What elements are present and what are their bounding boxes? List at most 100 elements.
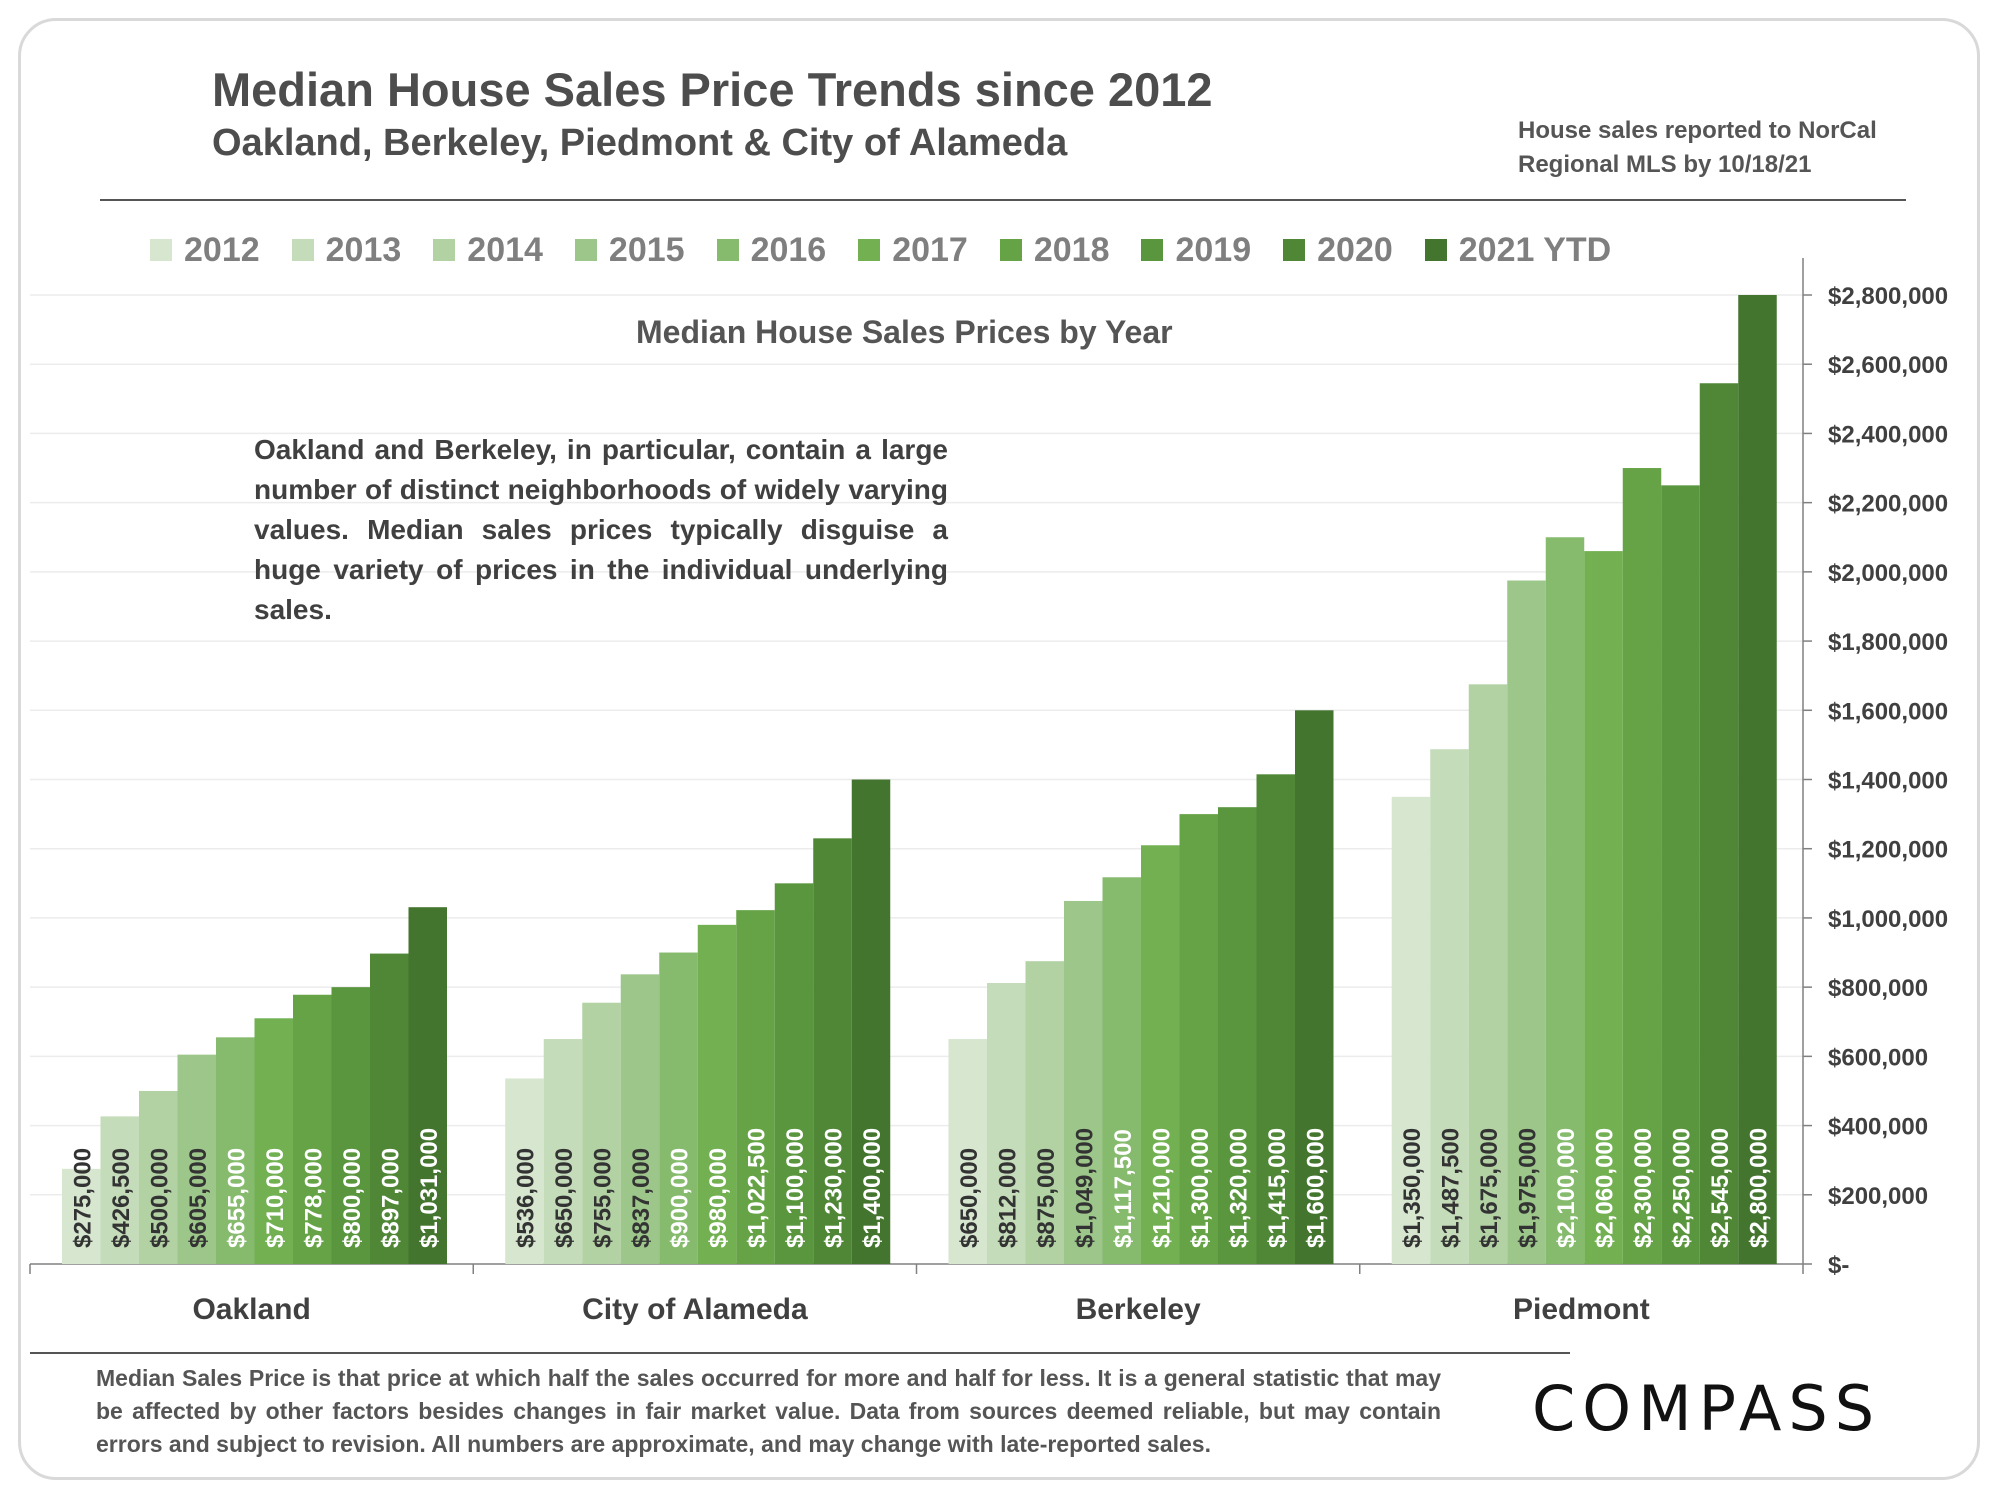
bar	[1699, 383, 1739, 1265]
data-label: $655,000	[223, 1148, 250, 1248]
data-label: $536,000	[513, 1148, 540, 1248]
data-label: $837,000	[628, 1148, 655, 1248]
data-label: $900,000	[667, 1148, 694, 1248]
y-tick-label: $1,000,000	[1828, 906, 1948, 933]
legend-swatch	[858, 239, 881, 261]
bar	[370, 953, 409, 1264]
bar	[736, 910, 775, 1264]
footnote: Median Sales Price is that price at whic…	[96, 1365, 1441, 1457]
y-tick-label: $-	[1828, 1252, 1849, 1279]
data-label: $875,000	[1033, 1148, 1060, 1248]
legend-label: 2018	[1033, 230, 1110, 269]
bar	[582, 1002, 621, 1264]
data-label: $1,975,000	[1515, 1128, 1542, 1248]
data-label: $2,100,000	[1553, 1128, 1580, 1248]
data-label: $2,250,000	[1669, 1128, 1696, 1248]
data-label: $778,000	[300, 1148, 327, 1248]
data-label: $2,800,000	[1746, 1128, 1773, 1248]
bar	[1064, 900, 1103, 1264]
bar	[851, 779, 891, 1264]
legend-label: 2017	[892, 230, 968, 269]
y-tick-label: $2,000,000	[1828, 560, 1948, 587]
page-title: Median House Sales Price Trends since 20…	[212, 63, 1213, 116]
annotation-text: Oakland and Berkeley, in particular, con…	[254, 434, 948, 625]
legend-swatch	[433, 239, 456, 261]
legend-swatch	[291, 239, 314, 261]
y-tick-label: $2,400,000	[1828, 421, 1948, 448]
legend-item: 2019	[1141, 231, 1251, 270]
footer-divider	[30, 1352, 1570, 1354]
legend-label: 2012	[184, 230, 260, 269]
y-tick-label: $1,400,000	[1828, 768, 1948, 795]
data-label: $2,060,000	[1592, 1128, 1619, 1248]
data-label: $1,600,000	[1302, 1128, 1329, 1248]
y-tick-label: $1,200,000	[1828, 837, 1948, 864]
data-label: $800,000	[339, 1148, 366, 1248]
bar	[254, 1018, 293, 1264]
compass-logo: COMPASS	[1532, 1372, 1882, 1445]
legend-label: 2019	[1175, 230, 1252, 269]
data-label: $1,400,000	[859, 1128, 886, 1248]
data-label: $1,350,000	[1399, 1128, 1426, 1248]
legend-label: 2021 YTD	[1458, 230, 1612, 269]
bar	[139, 1090, 178, 1264]
y-tick-label: $600,000	[1828, 1044, 1928, 1071]
legend-label: 2014	[467, 230, 543, 269]
category-label: Oakland	[192, 1293, 310, 1326]
data-label: $500,000	[146, 1148, 173, 1248]
data-label: $605,000	[185, 1148, 212, 1248]
data-label: $275,000	[69, 1148, 96, 1248]
y-tick-label: $2,600,000	[1828, 352, 1948, 379]
bar	[543, 1039, 583, 1264]
chart-title: Median House Sales Prices by Year	[636, 314, 1173, 350]
bar	[408, 907, 447, 1264]
bar	[1391, 796, 1431, 1264]
bar	[813, 838, 852, 1264]
chart-legend: 2012 2013 2014 2015 2016 2017 2018 2019 2020 2021…	[150, 228, 1643, 272]
data-label: $426,500	[108, 1148, 135, 1248]
bar	[1584, 551, 1623, 1264]
data-label: $2,545,000	[1707, 1128, 1734, 1248]
bar	[1179, 814, 1218, 1264]
y-tick-label: $1,600,000	[1828, 698, 1948, 725]
legend-item: 2012	[150, 231, 260, 270]
legend-label: 2013	[325, 230, 402, 269]
bar	[62, 1168, 101, 1264]
bar	[774, 883, 814, 1264]
page-subtitle: Oakland, Berkeley, Piedmont & City of Al…	[212, 122, 1068, 164]
bar	[177, 1054, 216, 1264]
legend-item: 2020	[1283, 231, 1393, 270]
bar	[987, 982, 1026, 1264]
bar	[1545, 537, 1585, 1264]
bar	[1295, 710, 1334, 1264]
data-label: $897,000	[377, 1148, 404, 1248]
bar	[1468, 684, 1508, 1264]
legend-swatch	[150, 239, 172, 261]
category-label: Piedmont	[1513, 1293, 1650, 1326]
bar	[1141, 845, 1180, 1264]
data-label: $1,049,000	[1071, 1128, 1098, 1248]
legend-swatch	[716, 239, 739, 261]
data-label: $1,100,000	[782, 1128, 809, 1248]
legend-item: 2021 YTD	[1424, 230, 1612, 270]
bar	[1256, 774, 1295, 1264]
data-label: $1,320,000	[1225, 1128, 1252, 1248]
data-label: $1,300,000	[1187, 1128, 1214, 1248]
data-label: $650,000	[551, 1148, 578, 1248]
bar	[216, 1037, 255, 1264]
bar	[620, 974, 660, 1264]
legend-label: 2020	[1317, 230, 1393, 269]
bar	[1430, 749, 1469, 1264]
legend-item: 2018	[999, 230, 1110, 270]
legend-item: 2014	[433, 231, 543, 270]
y-tick-label: $800,000	[1828, 975, 1928, 1002]
category-label: Berkeley	[1076, 1293, 1201, 1326]
data-label: $1,022,500	[744, 1128, 771, 1248]
data-label: $1,675,000	[1476, 1128, 1503, 1248]
data-label: $980,000	[705, 1148, 732, 1248]
y-tick-label: $2,800,000	[1828, 283, 1948, 310]
data-label: $755,000	[590, 1148, 617, 1248]
bar	[505, 1078, 544, 1264]
bar	[1622, 468, 1662, 1264]
